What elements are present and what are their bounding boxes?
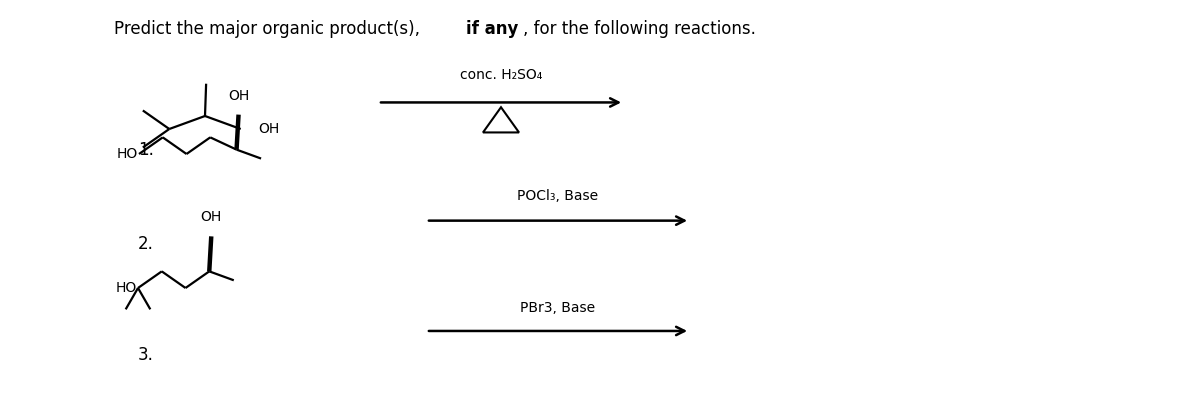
Text: if any: if any	[466, 20, 518, 38]
Text: conc. H₂SO₄: conc. H₂SO₄	[460, 69, 542, 82]
Text: OH: OH	[228, 89, 250, 102]
Text: PBr3, Base: PBr3, Base	[521, 301, 595, 315]
Text: OH: OH	[259, 122, 280, 136]
Text: 3.: 3.	[138, 346, 154, 364]
Text: 2.: 2.	[138, 235, 154, 253]
Text: , for the following reactions.: , for the following reactions.	[523, 20, 756, 38]
Text: 1.: 1.	[138, 141, 154, 159]
Text: HO: HO	[115, 281, 137, 295]
Text: OH: OH	[200, 210, 222, 224]
Text: Predict the major organic product(s),: Predict the major organic product(s),	[114, 20, 425, 38]
Text: HO: HO	[116, 147, 138, 161]
Text: POCl₃, Base: POCl₃, Base	[517, 189, 599, 203]
